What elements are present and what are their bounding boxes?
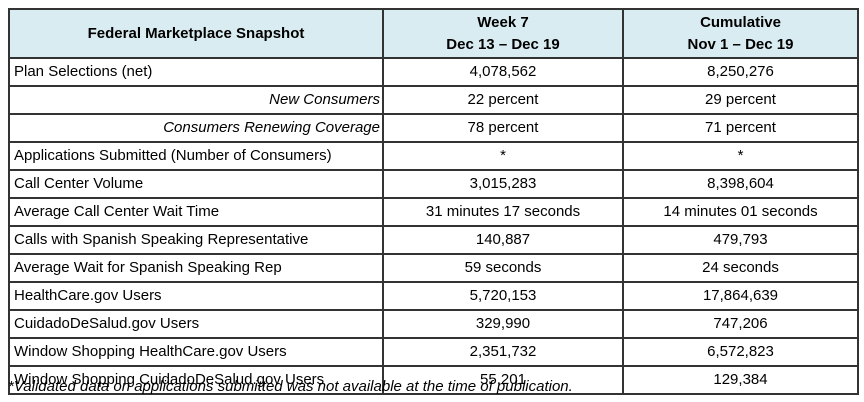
row-week-value: 22 percent <box>382 85 624 115</box>
row-label: Window Shopping HealthCare.gov Users <box>8 337 384 367</box>
table-body: Plan Selections (net) 4,078,562 8,250,27… <box>8 57 859 395</box>
row-week-value: 3,015,283 <box>382 169 624 199</box>
row-cumulative-value: 129,384 <box>622 365 859 395</box>
row-label: Window Shopping CuidadoDeSalud.gov Users <box>8 365 384 395</box>
row-cumulative-value: 29 percent <box>622 85 859 115</box>
row-label: CuidadoDeSalud.gov Users <box>8 309 384 339</box>
row-label: New Consumers <box>8 85 384 115</box>
header-row: Federal Marketplace Snapshot Week 7 Dec … <box>8 8 859 59</box>
footnote: *Validated data on applications submitte… <box>8 378 573 395</box>
table-row: HealthCare.gov Users 5,720,153 17,864,63… <box>8 281 859 311</box>
row-cumulative-value: 8,398,604 <box>622 169 859 199</box>
row-label: Average Call Center Wait Time <box>8 197 384 227</box>
row-week-value: 140,887 <box>382 225 624 255</box>
row-week-value: * <box>382 141 624 171</box>
table-row: Applications Submitted (Number of Consum… <box>8 141 859 171</box>
row-label: Consumers Renewing Coverage <box>8 113 384 143</box>
row-cumulative-value: 17,864,639 <box>622 281 859 311</box>
table-title: Federal Marketplace Snapshot <box>8 8 384 59</box>
row-label: Calls with Spanish Speaking Representati… <box>8 225 384 255</box>
column-header-week: Week 7 Dec 13 – Dec 19 <box>382 8 624 59</box>
table-row: New Consumers 22 percent 29 percent <box>8 85 859 115</box>
table-row: Average Call Center Wait Time 31 minutes… <box>8 197 859 227</box>
row-label: Call Center Volume <box>8 169 384 199</box>
row-week-value: 31 minutes 17 seconds <box>382 197 624 227</box>
row-week-value: 55,201 <box>382 365 624 395</box>
marketplace-snapshot-table: Federal Marketplace Snapshot Week 7 Dec … <box>8 8 859 395</box>
row-cumulative-value: 479,793 <box>622 225 859 255</box>
row-cumulative-value: 6,572,823 <box>622 337 859 367</box>
row-week-value: 59 seconds <box>382 253 624 283</box>
table-row: Call Center Volume 3,015,283 8,398,604 <box>8 169 859 199</box>
row-cumulative-value: 8,250,276 <box>622 57 859 87</box>
week-header-line2: Dec 13 – Dec 19 <box>446 35 560 53</box>
table-row: Plan Selections (net) 4,078,562 8,250,27… <box>8 57 859 87</box>
row-cumulative-value: 24 seconds <box>622 253 859 283</box>
row-cumulative-value: 747,206 <box>622 309 859 339</box>
table-row: Consumers Renewing Coverage 78 percent 7… <box>8 113 859 143</box>
row-week-value: 2,351,732 <box>382 337 624 367</box>
table-row: Calls with Spanish Speaking Representati… <box>8 225 859 255</box>
row-week-value: 78 percent <box>382 113 624 143</box>
table-row: Window Shopping CuidadoDeSalud.gov Users… <box>8 365 859 395</box>
row-cumulative-value: 71 percent <box>622 113 859 143</box>
row-cumulative-value: * <box>622 141 859 171</box>
row-week-value: 329,990 <box>382 309 624 339</box>
row-week-value: 4,078,562 <box>382 57 624 87</box>
row-week-value: 5,720,153 <box>382 281 624 311</box>
table-row: CuidadoDeSalud.gov Users 329,990 747,206 <box>8 309 859 339</box>
row-cumulative-value: 14 minutes 01 seconds <box>622 197 859 227</box>
row-label: Average Wait for Spanish Speaking Rep <box>8 253 384 283</box>
cumulative-header-line2: Nov 1 – Dec 19 <box>687 35 794 53</box>
table-row: Average Wait for Spanish Speaking Rep 59… <box>8 253 859 283</box>
row-label: HealthCare.gov Users <box>8 281 384 311</box>
row-label: Applications Submitted (Number of Consum… <box>8 141 384 171</box>
column-header-cumulative: Cumulative Nov 1 – Dec 19 <box>622 8 859 59</box>
table-row: Window Shopping HealthCare.gov Users 2,3… <box>8 337 859 367</box>
row-label: Plan Selections (net) <box>8 57 384 87</box>
cumulative-header-line1: Cumulative <box>700 13 781 31</box>
week-header-line1: Week 7 <box>477 13 529 31</box>
